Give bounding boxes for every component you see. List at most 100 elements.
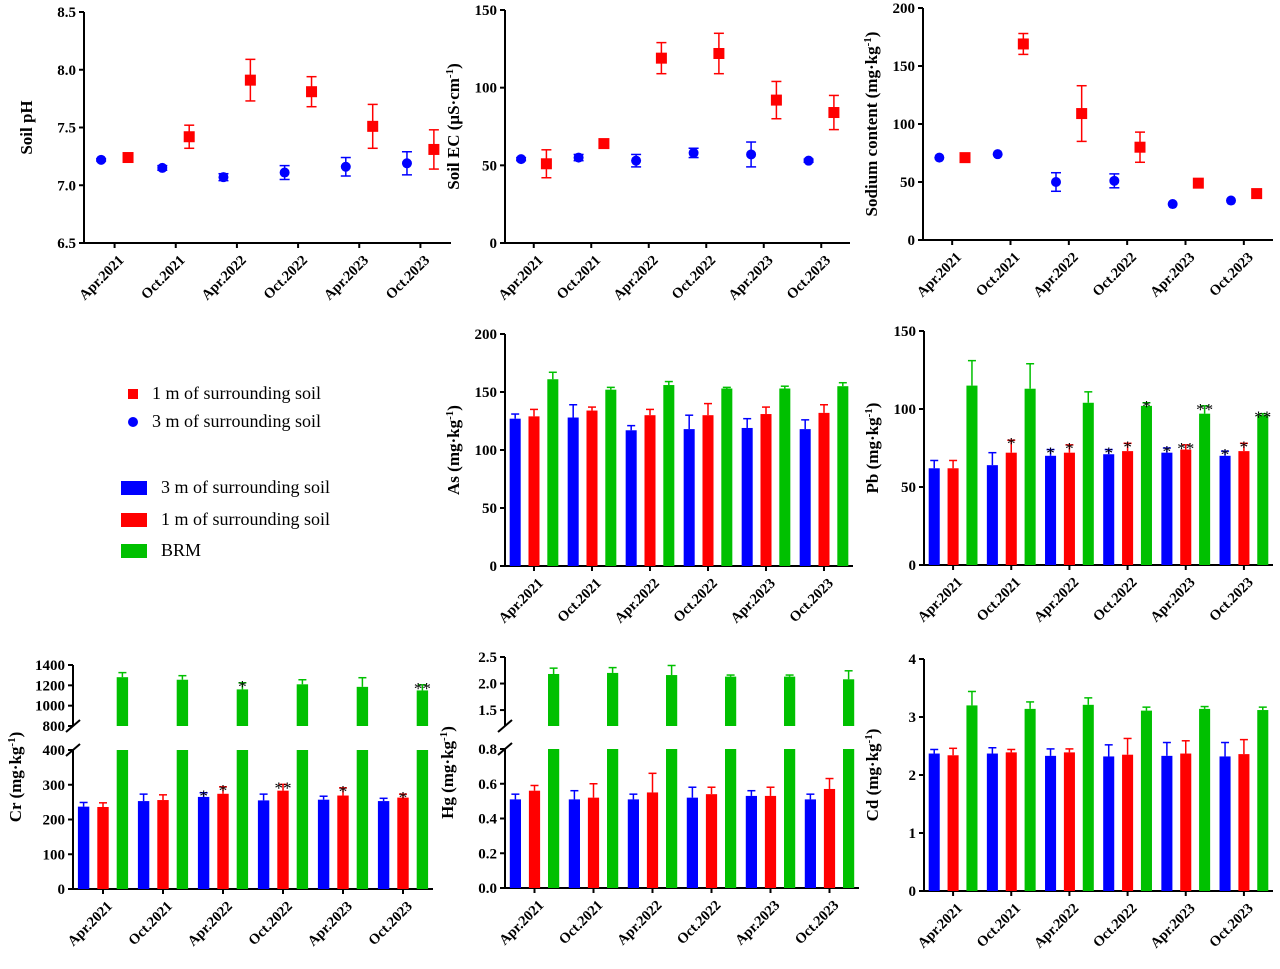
significance-star: ** <box>1196 400 1213 419</box>
data-point-3m <box>1051 177 1061 187</box>
y-tick-label: 150 <box>894 324 917 340</box>
x-tick-label: Oct.2023 <box>1206 575 1256 625</box>
data-point-1m <box>1251 188 1263 200</box>
bar <box>1024 708 1036 891</box>
bar <box>1045 755 1057 891</box>
bar <box>986 753 998 891</box>
bar <box>1199 413 1211 565</box>
y-axis-label: Soil EC (μS·cm-1) <box>444 63 463 190</box>
bar <box>646 792 659 888</box>
bar <box>607 672 619 726</box>
data-point-1m <box>306 86 318 98</box>
significance-star: ** <box>275 778 292 797</box>
bar <box>986 465 998 565</box>
bar <box>377 801 390 889</box>
y-tick-label: 6.5 <box>57 236 76 252</box>
bar <box>197 796 210 889</box>
bar <box>663 385 675 566</box>
bar <box>277 790 289 889</box>
bar <box>804 799 816 888</box>
x-tick-label: Oct.2023 <box>383 253 433 303</box>
bar <box>760 414 772 566</box>
data-point-3m <box>279 167 290 178</box>
y-tick-label: 50 <box>900 175 915 191</box>
x-tick-label: Oct.2022 <box>671 576 721 626</box>
x-tick-label: Oct.2021 <box>556 898 606 948</box>
bar <box>683 429 695 566</box>
significance-star: ** <box>414 679 431 698</box>
bar <box>317 799 330 889</box>
bar <box>1161 452 1173 565</box>
legend-label: 3 m of surrounding soil <box>152 411 321 431</box>
x-tick-label: Oct.2022 <box>246 899 296 949</box>
y-tick-label: 0 <box>490 236 498 252</box>
y-tick-label: 400 <box>43 743 66 759</box>
bar <box>1005 752 1017 891</box>
data-point-3m <box>992 149 1003 160</box>
data-point-3m <box>803 155 814 166</box>
legend-item-brm-bar: BRM <box>121 540 201 561</box>
bar <box>607 749 619 888</box>
bar <box>947 468 959 565</box>
data-point-3m <box>1167 199 1178 210</box>
x-tick-label: Oct.2023 <box>787 576 837 626</box>
y-tick-label: 0 <box>909 558 917 574</box>
significance-star: ** <box>1254 408 1271 427</box>
y-tick-label: 200 <box>475 327 498 343</box>
x-tick-label: Oct.2022 <box>1090 250 1140 300</box>
y-axis-label: Cr (mg·kg-1) <box>6 732 25 823</box>
bar <box>784 676 796 726</box>
bar <box>176 750 189 889</box>
y-tick-label: 150 <box>475 385 498 401</box>
bar <box>799 429 811 566</box>
y-tick-label: 0 <box>908 233 916 249</box>
bar <box>837 386 849 566</box>
y-tick-label: 50 <box>482 158 497 174</box>
x-tick-label: Oct.2021 <box>555 576 605 626</box>
bar <box>1045 455 1057 565</box>
bar <box>1005 452 1017 565</box>
bar <box>928 468 940 565</box>
x-tick-label: Oct.2023 <box>792 898 842 948</box>
bar <box>116 750 129 889</box>
bar <box>928 753 940 891</box>
square-marker-icon <box>128 388 138 399</box>
bar <box>745 795 757 888</box>
bar <box>1238 754 1250 891</box>
y-tick-label: 0 <box>490 559 498 575</box>
bar <box>236 750 249 889</box>
circle-marker-icon <box>128 416 138 427</box>
bar <box>843 679 855 726</box>
y-tick-label: 0 <box>58 882 66 898</box>
data-point-3m <box>218 172 229 183</box>
significance-star: * <box>399 788 408 807</box>
y-tick-label: 200 <box>43 813 66 829</box>
y-tick-label: 2.5 <box>478 650 497 666</box>
significance-star: * <box>1007 434 1016 453</box>
y-tick-label: 2.0 <box>478 677 497 693</box>
blue-swatch-icon <box>121 480 147 495</box>
data-point-1m <box>1076 108 1088 120</box>
x-tick-label: Apr.2023 <box>1147 901 1198 952</box>
bar <box>356 750 369 889</box>
bar <box>1219 756 1231 891</box>
y-tick-label: 200 <box>893 1 916 17</box>
legend-item-1m-scatter: 1 m of surrounding soil <box>128 383 321 404</box>
bar <box>337 795 349 889</box>
x-tick-label: Apr.2022 <box>610 253 661 304</box>
y-tick-label: 150 <box>475 3 498 19</box>
y-tick-label: 4 <box>909 652 917 668</box>
bar <box>1063 752 1075 891</box>
data-point-3m <box>746 149 757 160</box>
bar <box>217 793 229 889</box>
data-point-3m <box>340 161 351 172</box>
data-point-3m <box>688 147 699 158</box>
bar <box>137 801 150 889</box>
x-tick-label: Oct.2023 <box>1206 250 1256 300</box>
y-tick-label: 1000 <box>35 699 65 715</box>
data-point-1m <box>367 120 379 132</box>
x-tick-label: Apr.2023 <box>1147 575 1198 626</box>
bar <box>741 427 753 566</box>
bar <box>157 800 169 889</box>
